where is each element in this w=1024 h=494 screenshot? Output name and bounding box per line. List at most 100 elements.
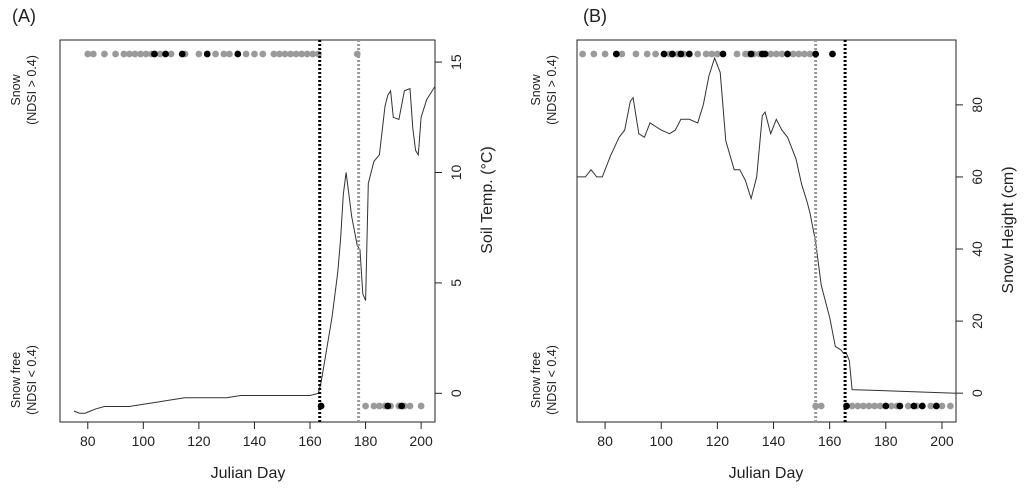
panel-a-snow-point-gray: [142, 50, 150, 58]
panel-b-y-axis: 0 20 40 60 80: [956, 97, 985, 397]
panel-b-snow-point-black: [660, 50, 668, 58]
panel-a-snow-point-black: [178, 50, 186, 58]
panel-a-snow-point-black: [234, 50, 242, 58]
panel-a-y-tick-label: 5: [448, 279, 464, 287]
panel-b-x-tick-label: 100: [650, 433, 674, 449]
panel-b-snow-point-black: [812, 50, 820, 58]
panel-b-y-axis-label: Snow Height (cm): [1000, 166, 1017, 293]
panel-b-snowfree-point-gray: [938, 402, 946, 410]
panel-a-snow-point-gray: [167, 50, 175, 58]
panel-a-x-tick-label: 200: [409, 433, 433, 449]
panel-b-snow-point-gray: [801, 50, 808, 58]
panel-b-snowfree-point-black: [910, 402, 918, 410]
panel-b-snow-point-black: [677, 50, 685, 58]
panel-a-left-label-bottom-line1: Snow free: [9, 352, 23, 408]
panel-b-snowfree-point-black: [932, 402, 940, 410]
panel-b-snow-point-gray: [713, 50, 721, 58]
panel-b-snowfree-point-black: [918, 402, 926, 410]
panel-a-snow-point-gray: [137, 50, 144, 58]
panel-b-snowfree-point-black: [882, 402, 890, 410]
panel-a-snowfree-point-gray: [417, 402, 425, 410]
panel-b-snow-point-black: [669, 50, 676, 58]
panel-a-snow-point-black: [162, 50, 169, 58]
panel-a-snow-point-gray: [287, 50, 294, 58]
panel-a-left-label-bottom: Snow free (NDSI < 0.4): [9, 345, 39, 415]
panel-b-snow-point-gray: [618, 50, 626, 58]
panel-a-y-tick-label: 0: [448, 389, 464, 397]
panel-b-snow-point-gray: [795, 50, 803, 58]
panel-a-label: (A): [12, 6, 36, 26]
panel-a-snowfree-point-gray: [406, 402, 414, 410]
panel-a-marks: [73, 40, 436, 422]
panel-b-snow-point-gray: [601, 50, 609, 58]
panel-b-snow-point-gray: [772, 50, 780, 58]
panel-b-snow-point-black: [761, 50, 769, 58]
panel-b-snow-point-black: [612, 50, 620, 58]
panel-b-series-line: [577, 56, 957, 394]
panel-b-snow-point-gray: [702, 50, 710, 58]
panel-a-left-label-bottom-line2: (NDSI < 0.4): [25, 345, 39, 415]
panel-b-snow-point-black: [719, 50, 727, 58]
panel-b-y-tick-label: 20: [969, 313, 985, 329]
panel-a-x-tick-label: 140: [243, 433, 267, 449]
panel-a-snow-point-gray: [303, 50, 311, 58]
panel-a-snow-point-gray: [281, 50, 289, 58]
panel-b-snow-point-gray: [767, 50, 775, 58]
panel-b-left-label-bottom: Snow free (NDSI < 0.4): [529, 345, 559, 415]
panel-b: (B) Snow (NDSI > 0.4) Snow free (NDSI < …: [529, 6, 1017, 482]
panel-b-snowfree-point-gray: [888, 402, 895, 410]
panel-a-snow-point-gray: [298, 50, 306, 58]
panel-b-left-label-top: Snow (NDSI > 0.4): [529, 55, 559, 125]
panel-b-snow-point-gray: [652, 50, 660, 58]
panel-a-snowfree-point-black: [398, 402, 406, 410]
panel-a-snow-point-gray: [292, 50, 300, 58]
panel-b-y-tick-label: 80: [969, 97, 985, 113]
panel-a-snow-point-gray: [212, 50, 219, 58]
panel-b-snowfree-point-gray: [854, 402, 862, 410]
panel-a-snow-point-gray: [131, 50, 139, 58]
panel-a-snow-point-gray: [112, 50, 119, 58]
panel-a-y-axis-label: Soil Temp. (°C): [479, 146, 496, 253]
panel-a-snow-point-gray: [259, 50, 267, 58]
panel-a-snow-point-gray: [126, 50, 133, 58]
panel-a-snow-point-gray: [220, 50, 228, 58]
panel-b-y-tick-label: 0: [969, 389, 985, 397]
panel-b-snowfree-point-gray: [876, 402, 884, 410]
panel-b-x-tick-label: 140: [762, 433, 786, 449]
panel-a-snow-point-gray: [84, 50, 92, 58]
panel-b-snow-point-gray: [632, 50, 640, 58]
panel-b-x-tick-label: 200: [930, 433, 954, 449]
panel-b-snow-point-gray: [806, 50, 814, 58]
panel-a-snow-point-gray: [270, 50, 278, 58]
panel-a-snow-point-black: [151, 50, 158, 58]
panel-b-label: (B): [583, 6, 607, 26]
panel-b-snowfree-point-black: [896, 402, 904, 410]
panel-a-y-tick-label: 10: [448, 164, 464, 180]
panel-a-y-axis: 0 5 10 15: [435, 54, 464, 397]
panel-a-snow-point-gray: [242, 50, 250, 58]
panel-b-x-tick-label: 180: [874, 433, 898, 449]
panel-b-snow-point-gray: [789, 50, 797, 58]
panel-b-snowfree-point-gray: [871, 402, 878, 410]
panel-a-left-label-top-line2: (NDSI > 0.4): [25, 55, 39, 125]
panel-a-left-label-top: Snow (NDSI > 0.4): [9, 55, 39, 125]
panel-a-snow-point-black: [203, 50, 211, 58]
panel-b-snowfree-point-black: [843, 402, 850, 410]
panel-b-left-label-top-line2: (NDSI > 0.4): [545, 55, 559, 125]
panel-b-snowfree-point-gray: [946, 402, 954, 410]
panel-a-x-axis-label: Julian Day: [211, 465, 286, 482]
panel-a-x-tick-label: 120: [187, 433, 211, 449]
panel-a-snow-point-gray: [156, 50, 164, 58]
panel-b-x-tick-label: 160: [818, 433, 842, 449]
panel-b-x-axis-label: Julian Day: [729, 465, 804, 482]
panel-b-marks: [577, 40, 957, 422]
panel-a-snow-point-gray: [309, 50, 317, 58]
panel-a-snowfree-point-gray: [376, 402, 383, 410]
panel-a: (A) Snow (NDSI > 0.4) Snow free (NDSI < …: [9, 6, 496, 482]
panel-a-snowfree-point-gray: [362, 402, 369, 410]
panel-b-plot-frame: [576, 39, 957, 423]
panel-b-snowfree-point-gray: [848, 402, 856, 410]
panel-b-snowfree-point-gray: [865, 402, 873, 410]
panel-a-x-tick-label: 160: [298, 433, 322, 449]
